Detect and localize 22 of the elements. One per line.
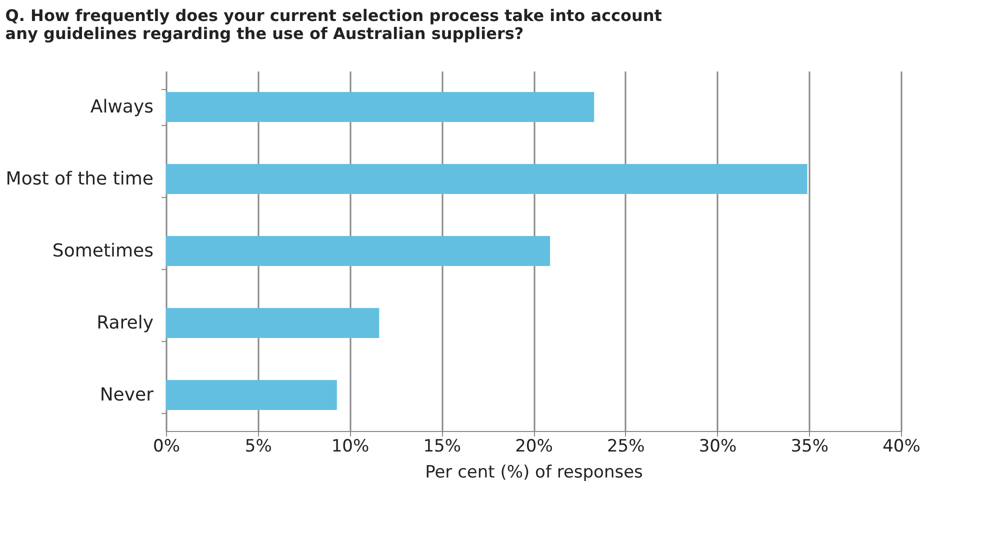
y-tick-label: Always [90, 96, 154, 118]
y-tick-label: Never [100, 384, 154, 406]
bar [166, 308, 380, 338]
bar [166, 164, 808, 194]
text: any guidelines regarding the use of Australian suppliers? [5, 24, 524, 43]
y-tick-label: Rarely [96, 312, 154, 334]
bar [166, 236, 550, 266]
y-tick-label: Most of the time [6, 168, 154, 190]
bar [166, 92, 594, 122]
x-tick-label: 30% [698, 436, 737, 456]
x-tick-label: 0% [153, 436, 180, 456]
x-tick-label: 25% [606, 436, 645, 456]
x-axis-title: Per cent (%) of responses [425, 462, 644, 482]
x-tick-label: 40% [882, 436, 920, 456]
text: Q. How frequently does your current selection process take into account [5, 6, 662, 25]
x-tick-label: 35% [790, 436, 829, 456]
x-tick-label: 5% [244, 436, 272, 456]
y-tick-label: Sometimes [52, 240, 154, 262]
x-tick-label: 10% [331, 436, 370, 456]
x-tick-label: 20% [515, 436, 553, 456]
bar [166, 380, 337, 410]
x-tick-label: 15% [423, 436, 462, 456]
